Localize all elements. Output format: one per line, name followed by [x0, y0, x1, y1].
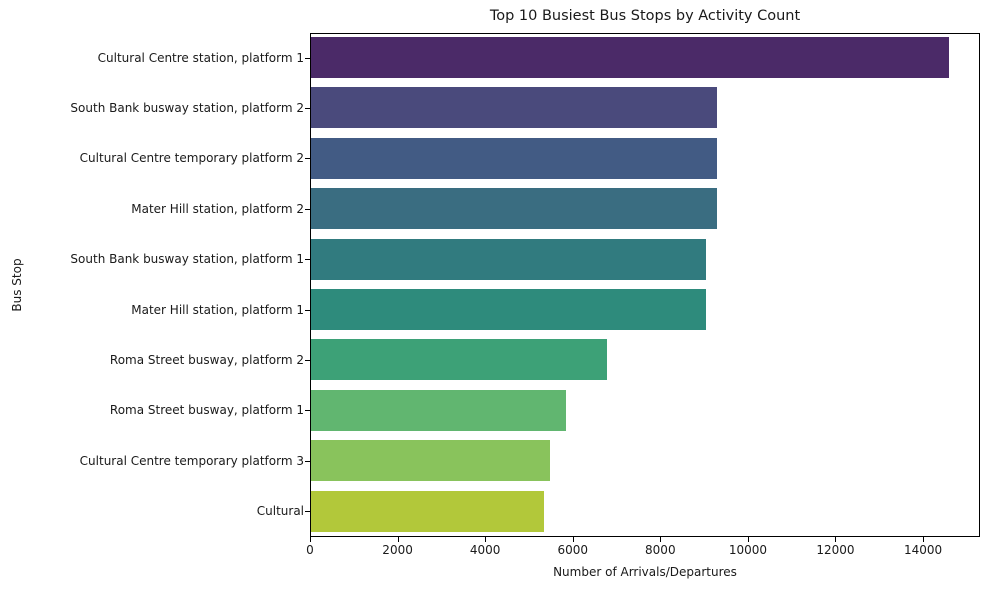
bar: 9030 — [311, 289, 707, 330]
y-tick — [305, 511, 310, 513]
y-tick — [305, 259, 310, 261]
y-tick-label: Cultural Centre temporary platform 3 — [79, 453, 304, 468]
x-tick-label: 10000 — [728, 543, 767, 557]
bar: 5320 — [311, 490, 544, 532]
bar: 9030 — [311, 238, 707, 280]
x-tick — [835, 537, 837, 542]
y-tick — [305, 359, 310, 361]
x-tick — [397, 537, 399, 542]
y-tick — [305, 460, 310, 462]
plot-area: 14560 9280 9280 9280 9030 9030 6750 5820 5450 532… — [310, 33, 980, 537]
x-tick-label: 2000 — [382, 543, 413, 557]
y-tick — [305, 309, 310, 311]
bar: 9280 — [311, 87, 718, 129]
y-tick-label: Cultural Centre temporary platform 2 — [79, 151, 304, 166]
y-tick-label: Roma Street busway, platform 1 — [109, 403, 304, 418]
y-tick — [305, 57, 310, 59]
bar: 5450 — [311, 440, 550, 482]
y-tick — [305, 107, 310, 109]
y-tick-label: Roma Street busway, platform 2 — [109, 352, 304, 367]
bar: 5820 — [311, 389, 566, 431]
x-tick — [747, 537, 749, 542]
bar: 9280 — [311, 137, 718, 179]
x-tick — [660, 537, 662, 542]
x-tick — [485, 537, 487, 542]
x-tick-label: 8000 — [645, 543, 676, 557]
y-tick-label: Mater Hill station, platform 2 — [131, 201, 304, 216]
y-tick-label: Cultural Centre station, platform 1 — [97, 50, 304, 65]
x-tick-label: 4000 — [469, 543, 501, 557]
y-tick-label: South Bank busway station, platform 2 — [70, 100, 304, 115]
x-tick-label: 14000 — [903, 543, 943, 557]
y-tick — [305, 208, 310, 210]
x-axis-title: Number of Arrivals/Departures — [553, 565, 737, 579]
x-tick — [310, 537, 311, 542]
y-tick-label: Cultural — [256, 504, 304, 519]
bar: 14560 — [311, 37, 949, 78]
x-tick-label: 0 — [306, 543, 314, 557]
y-tick-label: Mater Hill station, platform 1 — [131, 302, 304, 317]
x-tick-label: 6000 — [557, 543, 589, 557]
y-tick — [305, 158, 310, 160]
chart-title: Top 10 Busiest Bus Stops by Activity Cou… — [489, 8, 801, 24]
x-tick — [923, 537, 925, 542]
x-tick — [572, 537, 574, 542]
x-tick-label: 12000 — [816, 543, 855, 557]
bar: 9280 — [311, 188, 718, 230]
bar: 6750 — [311, 339, 607, 381]
y-tick-label: South Bank busway station, platform 1 — [70, 252, 304, 267]
y-tick — [305, 410, 310, 412]
y-axis-title: Bus Stop — [10, 258, 24, 312]
